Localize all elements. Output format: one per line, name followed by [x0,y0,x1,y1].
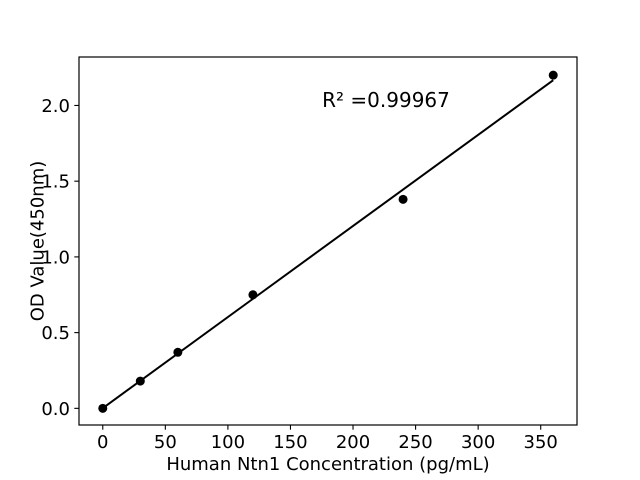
x-tick-label: 100 [211,432,245,453]
x-tick-label: 200 [336,432,370,453]
data-point-marker [98,403,108,413]
y-tick-label: 0.0 [41,399,70,420]
r-squared-annotation: R² =0.99967 [322,88,450,112]
x-tick-label: 300 [461,432,495,453]
data-point-marker [248,290,258,300]
x-tick-label: 250 [398,432,432,453]
data-point-marker [548,70,558,80]
fit-line [102,79,554,409]
plot-border [78,56,578,426]
y-tick-label: 2.0 [41,96,70,117]
x-tick-label: 350 [524,432,558,453]
y-tick-label: 1.0 [41,247,70,268]
x-tick-label: 50 [154,432,177,453]
y-tick-label: 1.5 [41,172,70,193]
data-point-marker [173,347,183,357]
x-tick-label: 0 [97,432,108,453]
data-point-marker [398,194,408,204]
x-tick-label: 150 [273,432,307,453]
data-point-marker [135,376,145,386]
x-axis-label: Human Ntn1 Concentration (pg/mL) [166,454,490,475]
y-tick-label: 0.5 [41,323,70,344]
y-axis-label: OD Value(450nm) [27,160,49,322]
